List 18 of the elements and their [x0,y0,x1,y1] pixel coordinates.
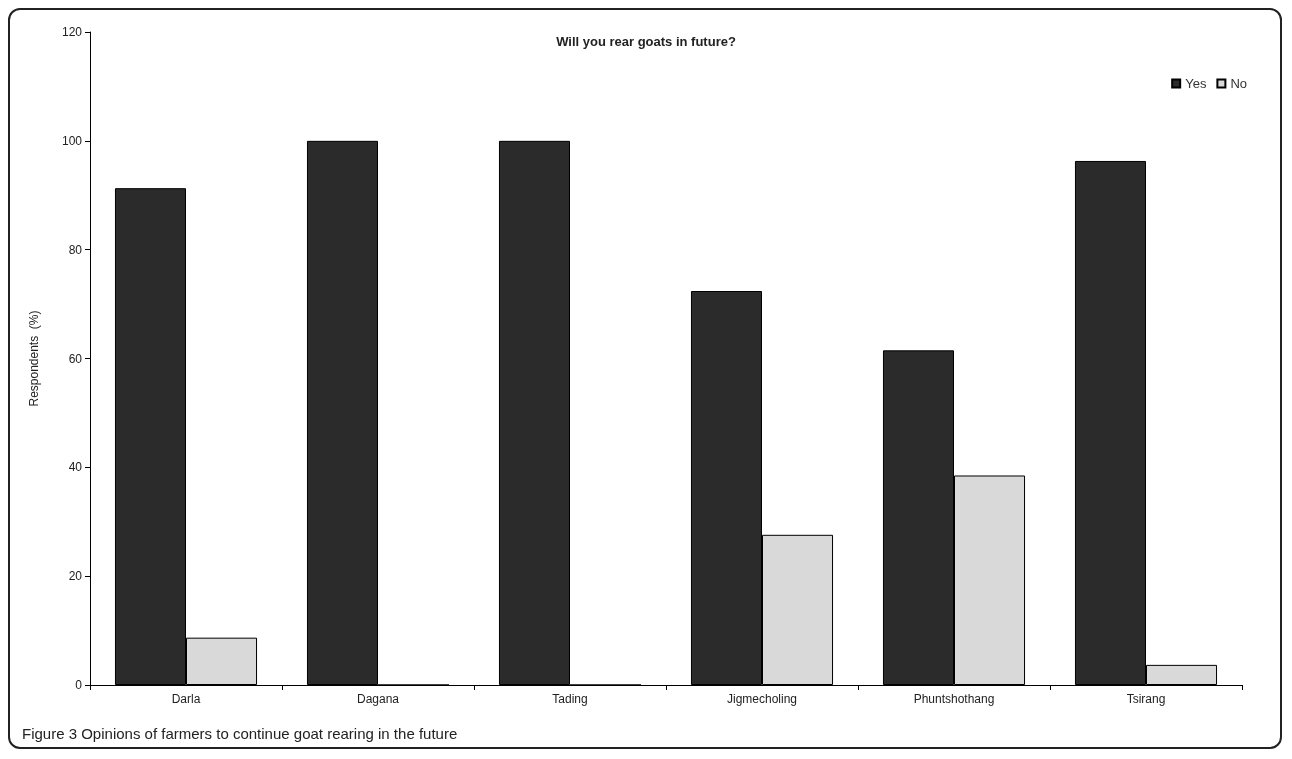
x-tick-label: Dagana [356,692,400,706]
legend-label: No [1230,76,1248,91]
legend-label: Yes [1185,76,1207,91]
y-tick-label: 20 [68,569,83,584]
x-tick-label: Phuntshothang [913,692,995,706]
y-tick-label: 120 [61,25,83,39]
chart-title: Will you rear goats in future? [556,34,736,49]
caption: Figure 3 Opinions of farmers to continue goat rearing in the future [22,725,458,742]
y-tick-label: 80 [68,242,83,257]
x-tick-label: Darla [171,692,201,706]
y-tick-label: 100 [61,133,83,148]
x-tick-label: Jigmecholing [726,692,798,706]
y-axis-title: Respondents (%) [27,310,41,407]
x-tick-label: Tsirang [1126,692,1166,706]
y-tick-label: 40 [68,460,83,475]
y-tick-label: 0 [75,678,83,692]
y-tick-label: 60 [68,351,83,366]
x-tick-label: Tading [552,692,588,706]
